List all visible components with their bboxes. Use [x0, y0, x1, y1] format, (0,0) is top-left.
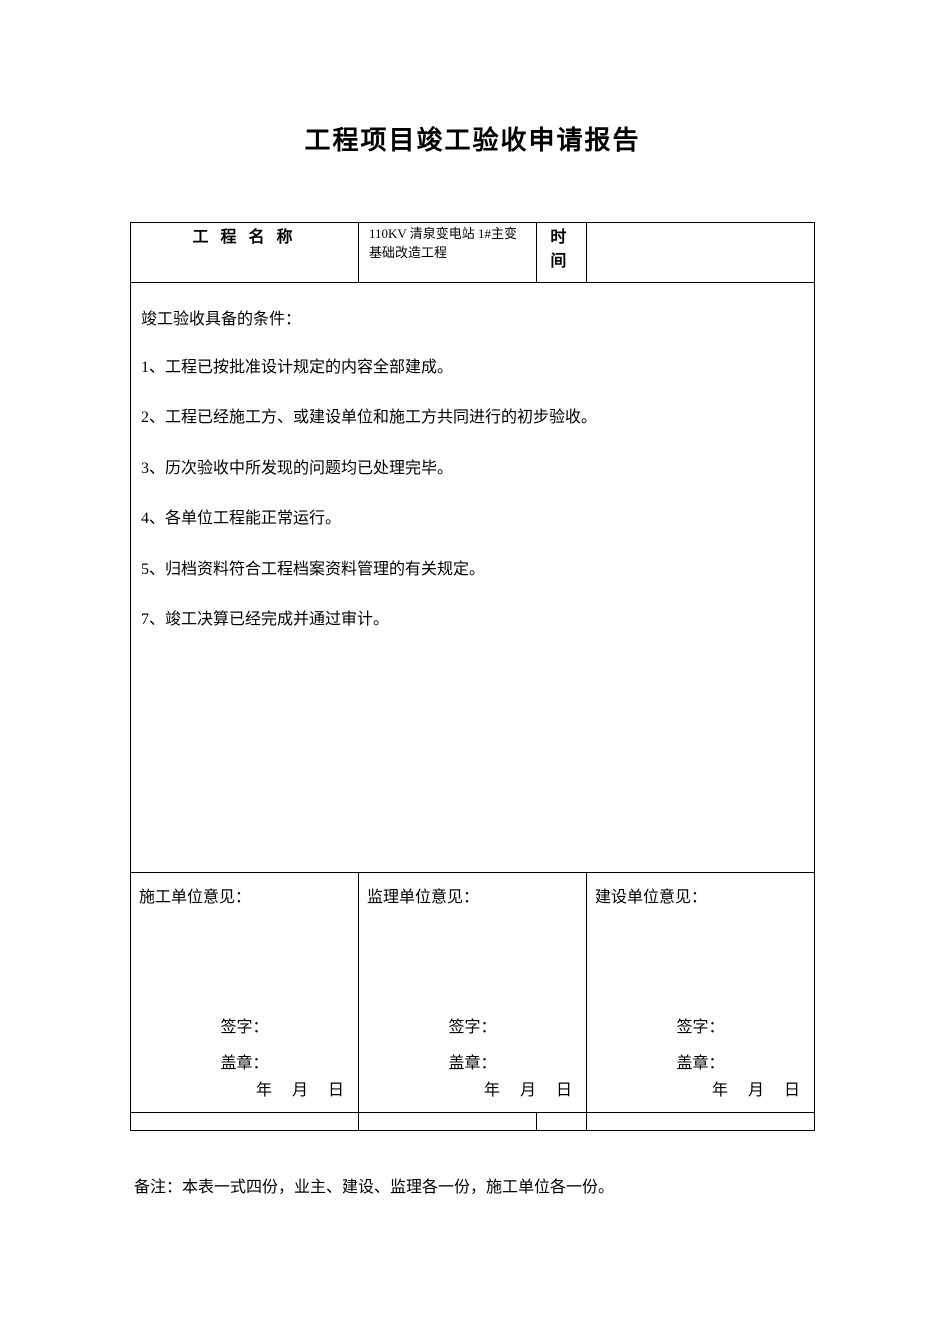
construction-opinion-title: 施工单位意见： — [139, 883, 350, 907]
signature-label: 签字： — [139, 1014, 350, 1041]
supervision-opinion-title: 监理单位意见： — [367, 883, 578, 907]
condition-item: 3、历次验收中所发现的问题均已处理完毕。 — [141, 458, 804, 480]
project-name-value: 110KV 清泉变电站 1#主变基础改造工程 — [359, 223, 537, 283]
document-page: 工程项目竣工验收申请报告 工 程 名 称 110KV 清泉变电站 1#主变基础改… — [0, 0, 945, 1197]
construction-signature-block: 签字： 盖章： 年 月 日 — [139, 1014, 350, 1104]
stamp-label: 盖章： — [595, 1050, 806, 1077]
project-name-label: 工 程 名 称 — [131, 223, 359, 283]
conditions-row: 竣工验收具备的条件： 1、工程已按批准设计规定的内容全部建成。 2、工程已经施工… — [131, 283, 815, 873]
stamp-label: 盖章： — [367, 1050, 578, 1077]
footnote: 备注：本表一式四份，业主、建设、监理各一份，施工单位各一份。 — [130, 1173, 815, 1197]
supervision-opinion-cell: 监理单位意见： 签字： 盖章： 年 月 日 — [359, 873, 587, 1113]
date-format: 年 月 日 — [595, 1077, 806, 1104]
header-row: 工 程 名 称 110KV 清泉变电站 1#主变基础改造工程 时 间 — [131, 223, 815, 283]
condition-item: 2、工程已经施工方、或建设单位和施工方共同进行的初步验收。 — [141, 407, 804, 429]
signature-label: 签字： — [367, 1014, 578, 1041]
narrow-cell — [131, 1113, 359, 1131]
stamp-label: 盖章： — [139, 1050, 350, 1077]
time-label: 时 间 — [536, 223, 586, 283]
narrow-row — [131, 1113, 815, 1131]
opinions-row: 施工单位意见： 签字： 盖章： 年 月 日 监理单位意见： 签字： 盖章： 年 … — [131, 873, 815, 1113]
conditions-heading: 竣工验收具备的条件： — [141, 305, 804, 329]
time-value — [586, 223, 814, 283]
narrow-cell — [359, 1113, 537, 1131]
supervision-signature-block: 签字： 盖章： 年 月 日 — [367, 1014, 578, 1104]
owner-signature-block: 签字： 盖章： 年 月 日 — [595, 1014, 806, 1104]
construction-opinion-cell: 施工单位意见： 签字： 盖章： 年 月 日 — [131, 873, 359, 1113]
signature-label: 签字： — [595, 1014, 806, 1041]
condition-item: 4、各单位工程能正常运行。 — [141, 508, 804, 530]
narrow-cell — [536, 1113, 586, 1131]
owner-opinion-title: 建设单位意见： — [595, 883, 806, 907]
date-format: 年 月 日 — [367, 1077, 578, 1104]
owner-opinion-cell: 建设单位意见： 签字： 盖章： 年 月 日 — [586, 873, 814, 1113]
narrow-cell — [586, 1113, 814, 1131]
acceptance-form-table: 工 程 名 称 110KV 清泉变电站 1#主变基础改造工程 时 间 竣工验收具… — [130, 222, 815, 1131]
condition-item: 1、工程已按批准设计规定的内容全部建成。 — [141, 357, 804, 379]
condition-item: 7、竣工决算已经完成并通过审计。 — [141, 609, 804, 631]
condition-item: 5、归档资料符合工程档案资料管理的有关规定。 — [141, 559, 804, 581]
conditions-cell: 竣工验收具备的条件： 1、工程已按批准设计规定的内容全部建成。 2、工程已经施工… — [131, 283, 815, 873]
date-format: 年 月 日 — [139, 1077, 350, 1104]
document-title: 工程项目竣工验收申请报告 — [130, 120, 815, 157]
